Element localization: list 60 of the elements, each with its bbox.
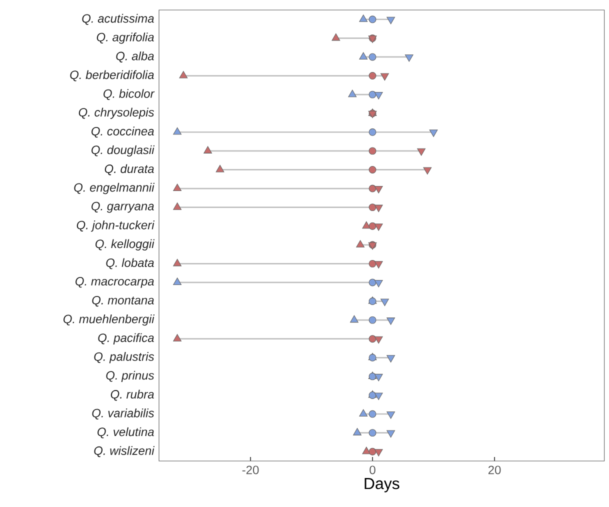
y-tick-label: Q. bicolor [104,89,155,100]
y-tick-label: Q. berberidifolia [70,70,154,82]
point [216,164,224,172]
point [386,318,396,325]
point [204,146,212,154]
point [332,33,340,41]
point [173,202,182,210]
point [368,204,376,212]
point [173,258,182,266]
x-axis-title: Days [364,478,400,492]
y-tick-label: Q. durata [104,164,154,176]
y-tick-label: Q. wislizeni [94,446,155,458]
y-tick-label: Q. agrifolia [96,32,154,44]
point [362,221,371,229]
point [374,392,383,400]
point [404,54,414,62]
y-tick-label: Q. rubra [110,390,154,401]
y-tick-label: Q. pacifica [98,333,154,344]
point [386,411,396,419]
y-tick-label: Q. garryana [92,202,154,213]
point [374,92,383,100]
y-tick-label: Q. chrysolepis [78,108,154,119]
y-tick-label: Q. alba [116,51,154,62]
point [368,184,376,192]
point [356,240,365,248]
y-tick-label: Q. muehlenbergii [63,314,155,326]
point [362,446,371,454]
y-tick-label: Q. macrocarpa [76,277,154,288]
x-tick-label: -20 [242,466,259,474]
point [386,16,396,24]
y-tick-label: Q. john-tuckeri [76,220,155,232]
y-tick-label: Q. variabilis [92,408,154,420]
y-tick-label: Q. coccinea [92,126,154,138]
point [368,448,376,456]
point [173,184,182,192]
point [368,147,376,155]
point [368,222,376,230]
point [179,70,188,78]
point [173,334,182,342]
point [429,130,438,137]
y-tick-label: Q. engelmannii [74,182,155,194]
y-tick-label: Q. palustris [94,352,154,364]
point [374,280,383,288]
point [386,430,396,438]
point [368,260,376,268]
y-tick-label: Q. acutissima [82,14,154,25]
point [368,335,376,343]
y-tick-label: Q. lobata [106,258,154,270]
y-tick-label: Q. kelloggii [96,239,155,250]
point [368,72,376,80]
point [374,374,383,382]
point [368,166,376,174]
point [386,355,396,362]
x-tick-label: 20 [488,466,501,474]
y-tick-label: Q. montana [92,296,154,307]
y-tick-label: Q. velutina [98,427,154,438]
y-tick-label: Q. prinus [106,370,154,382]
point [380,298,389,306]
x-tick-label: 0 [370,466,376,474]
y-tick-label: Q. douglasii [92,145,155,157]
